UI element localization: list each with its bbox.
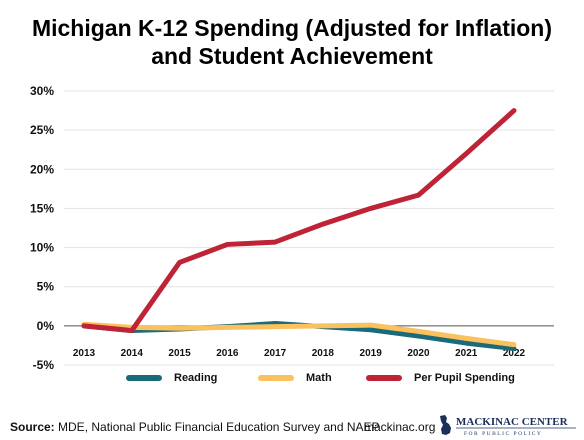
- logo-subtext: FOR PUBLIC POLICY: [464, 431, 542, 437]
- mackinac-logo: MACKINAC CENTER FOR PUBLIC POLICY: [438, 414, 578, 438]
- legend-item-per-pupil-spending: Per Pupil Spending: [366, 372, 515, 384]
- x-tick-label: 2016: [216, 348, 239, 359]
- y-tick-label: 5%: [37, 280, 55, 294]
- line-chart: -5% 0% 5% 10% 15% 20% 25% 30% 2013 2014 2015 2016 20…: [30, 84, 554, 370]
- site-url: mackinac.org: [364, 420, 436, 434]
- michigan-icon: [440, 415, 451, 435]
- y-tick-label: 30%: [30, 84, 54, 98]
- y-tick-label: 25%: [30, 123, 54, 137]
- x-tick-label: 2013: [73, 348, 96, 359]
- legend-item-reading: Reading: [126, 372, 217, 384]
- x-tick-label: 2022: [503, 348, 526, 359]
- y-tick-label: 10%: [30, 241, 54, 255]
- x-tick-label: 2018: [312, 348, 335, 359]
- chart-title-line-2: and Student Achievement: [151, 43, 433, 69]
- legend-label: Per Pupil Spending: [414, 372, 515, 384]
- series-line-per-pupil-spending: [81, 108, 517, 334]
- legend-label: Reading: [174, 372, 218, 384]
- x-tick-label: 2020: [407, 348, 430, 359]
- legend-item-math: Math: [258, 372, 332, 384]
- series-line-math: [81, 321, 517, 348]
- y-tick-label: 15%: [30, 201, 54, 215]
- source-label: Source:: [10, 420, 55, 434]
- legend: Reading Math Per Pupil Spending: [0, 372, 584, 392]
- x-tick-label: 2014: [121, 348, 144, 359]
- chart-title-line-1: Michigan K-12 Spending (Adjusted for Inf…: [31, 15, 553, 41]
- x-tick-label: 2019: [360, 348, 383, 359]
- source-text: MDE, National Public Financial Education…: [54, 420, 380, 434]
- y-tick-label: -5%: [33, 358, 55, 370]
- footer: Source: MDE, National Public Financial E…: [0, 412, 584, 438]
- x-tick-label: 2017: [264, 348, 287, 359]
- source-note: Source: MDE, National Public Financial E…: [10, 420, 380, 434]
- legend-swatch: [126, 375, 162, 381]
- logo-wordmark: MACKINAC CENTER FOR PUBLIC POLICY: [456, 416, 576, 437]
- logo-text: MACKINAC CENTER: [456, 416, 569, 428]
- x-tick-label: 2015: [168, 348, 191, 359]
- x-tick-label: 2021: [455, 348, 478, 359]
- y-tick-label: 20%: [30, 162, 54, 176]
- y-tick-label: 0%: [37, 319, 55, 333]
- chart-title: Michigan K-12 Spending (Adjusted for Inf…: [0, 14, 584, 70]
- legend-swatch: [258, 375, 294, 381]
- legend-swatch: [366, 375, 402, 381]
- legend-label: Math: [306, 372, 332, 384]
